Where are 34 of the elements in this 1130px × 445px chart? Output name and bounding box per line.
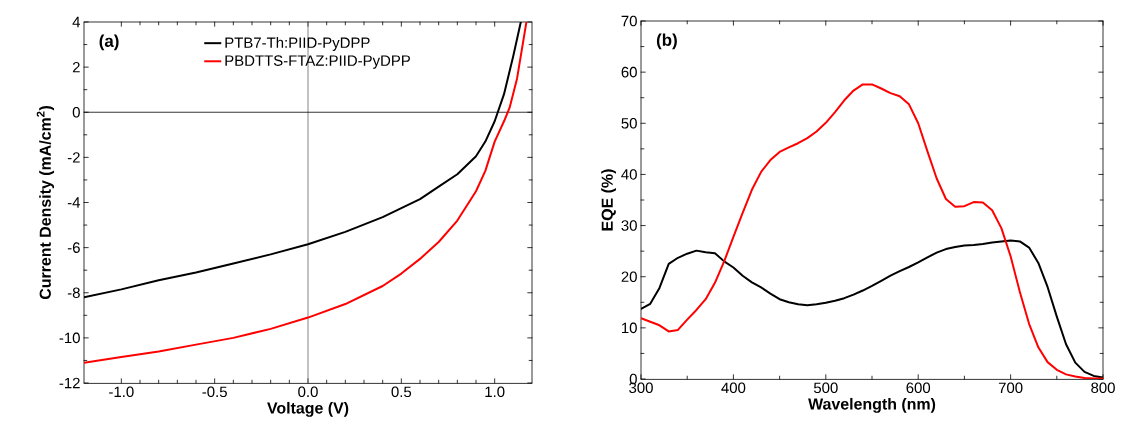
legend-label: PBDTTS-FTAZ:PIID-PyDPP [225, 55, 410, 69]
x-tick-label: 400 [721, 382, 746, 394]
legend-label: PTB7-Th:PIID-PyDPP [225, 37, 370, 51]
x-tick-label: -1.0 [109, 386, 134, 398]
y-tick-label: 50 [621, 117, 637, 129]
y-tick-label: -4 [67, 197, 81, 208]
x-tick-label: 1.0 [485, 386, 505, 398]
y-tick-label: 2 [72, 61, 80, 73]
x-tick-label: 500 [813, 382, 838, 394]
y-tick-label: 60 [621, 66, 637, 78]
y-tick-label: 10 [622, 322, 637, 334]
x-axis-title: Wavelength (nm) [808, 397, 936, 413]
x-tick-label: 0.0 [298, 386, 318, 398]
y-tick-label: -12 [59, 377, 80, 389]
y-tick-label: 40 [621, 169, 637, 180]
y-tick-label: -10 [59, 332, 80, 344]
y-tick-label: 30 [621, 220, 637, 231]
y-tick-label: -8 [67, 287, 80, 299]
y-tick-label: 70 [621, 15, 637, 27]
y-tick-label: 0 [72, 106, 80, 118]
x-tick-label: 800 [1091, 382, 1115, 394]
y-axis-title: Current Density (mA/cm$^{2}$) [36, 106, 55, 300]
annotation: (a) [99, 34, 119, 51]
y-tick-label: 20 [621, 271, 637, 282]
x-tick-label: 600 [906, 382, 931, 394]
y-tick-label: -2 [67, 152, 80, 163]
x-tick-label: 0.5 [391, 386, 412, 398]
x-axis-title: Voltage (V) [267, 401, 349, 417]
y-tick-label: 4 [72, 16, 81, 28]
x-tick-label: -0.5 [202, 386, 227, 398]
y-tick-label: -6 [67, 242, 80, 253]
annotation: (b) [656, 33, 677, 50]
x-tick-label: 700 [998, 382, 1023, 394]
y-axis-title: EQE (%) [601, 169, 617, 231]
